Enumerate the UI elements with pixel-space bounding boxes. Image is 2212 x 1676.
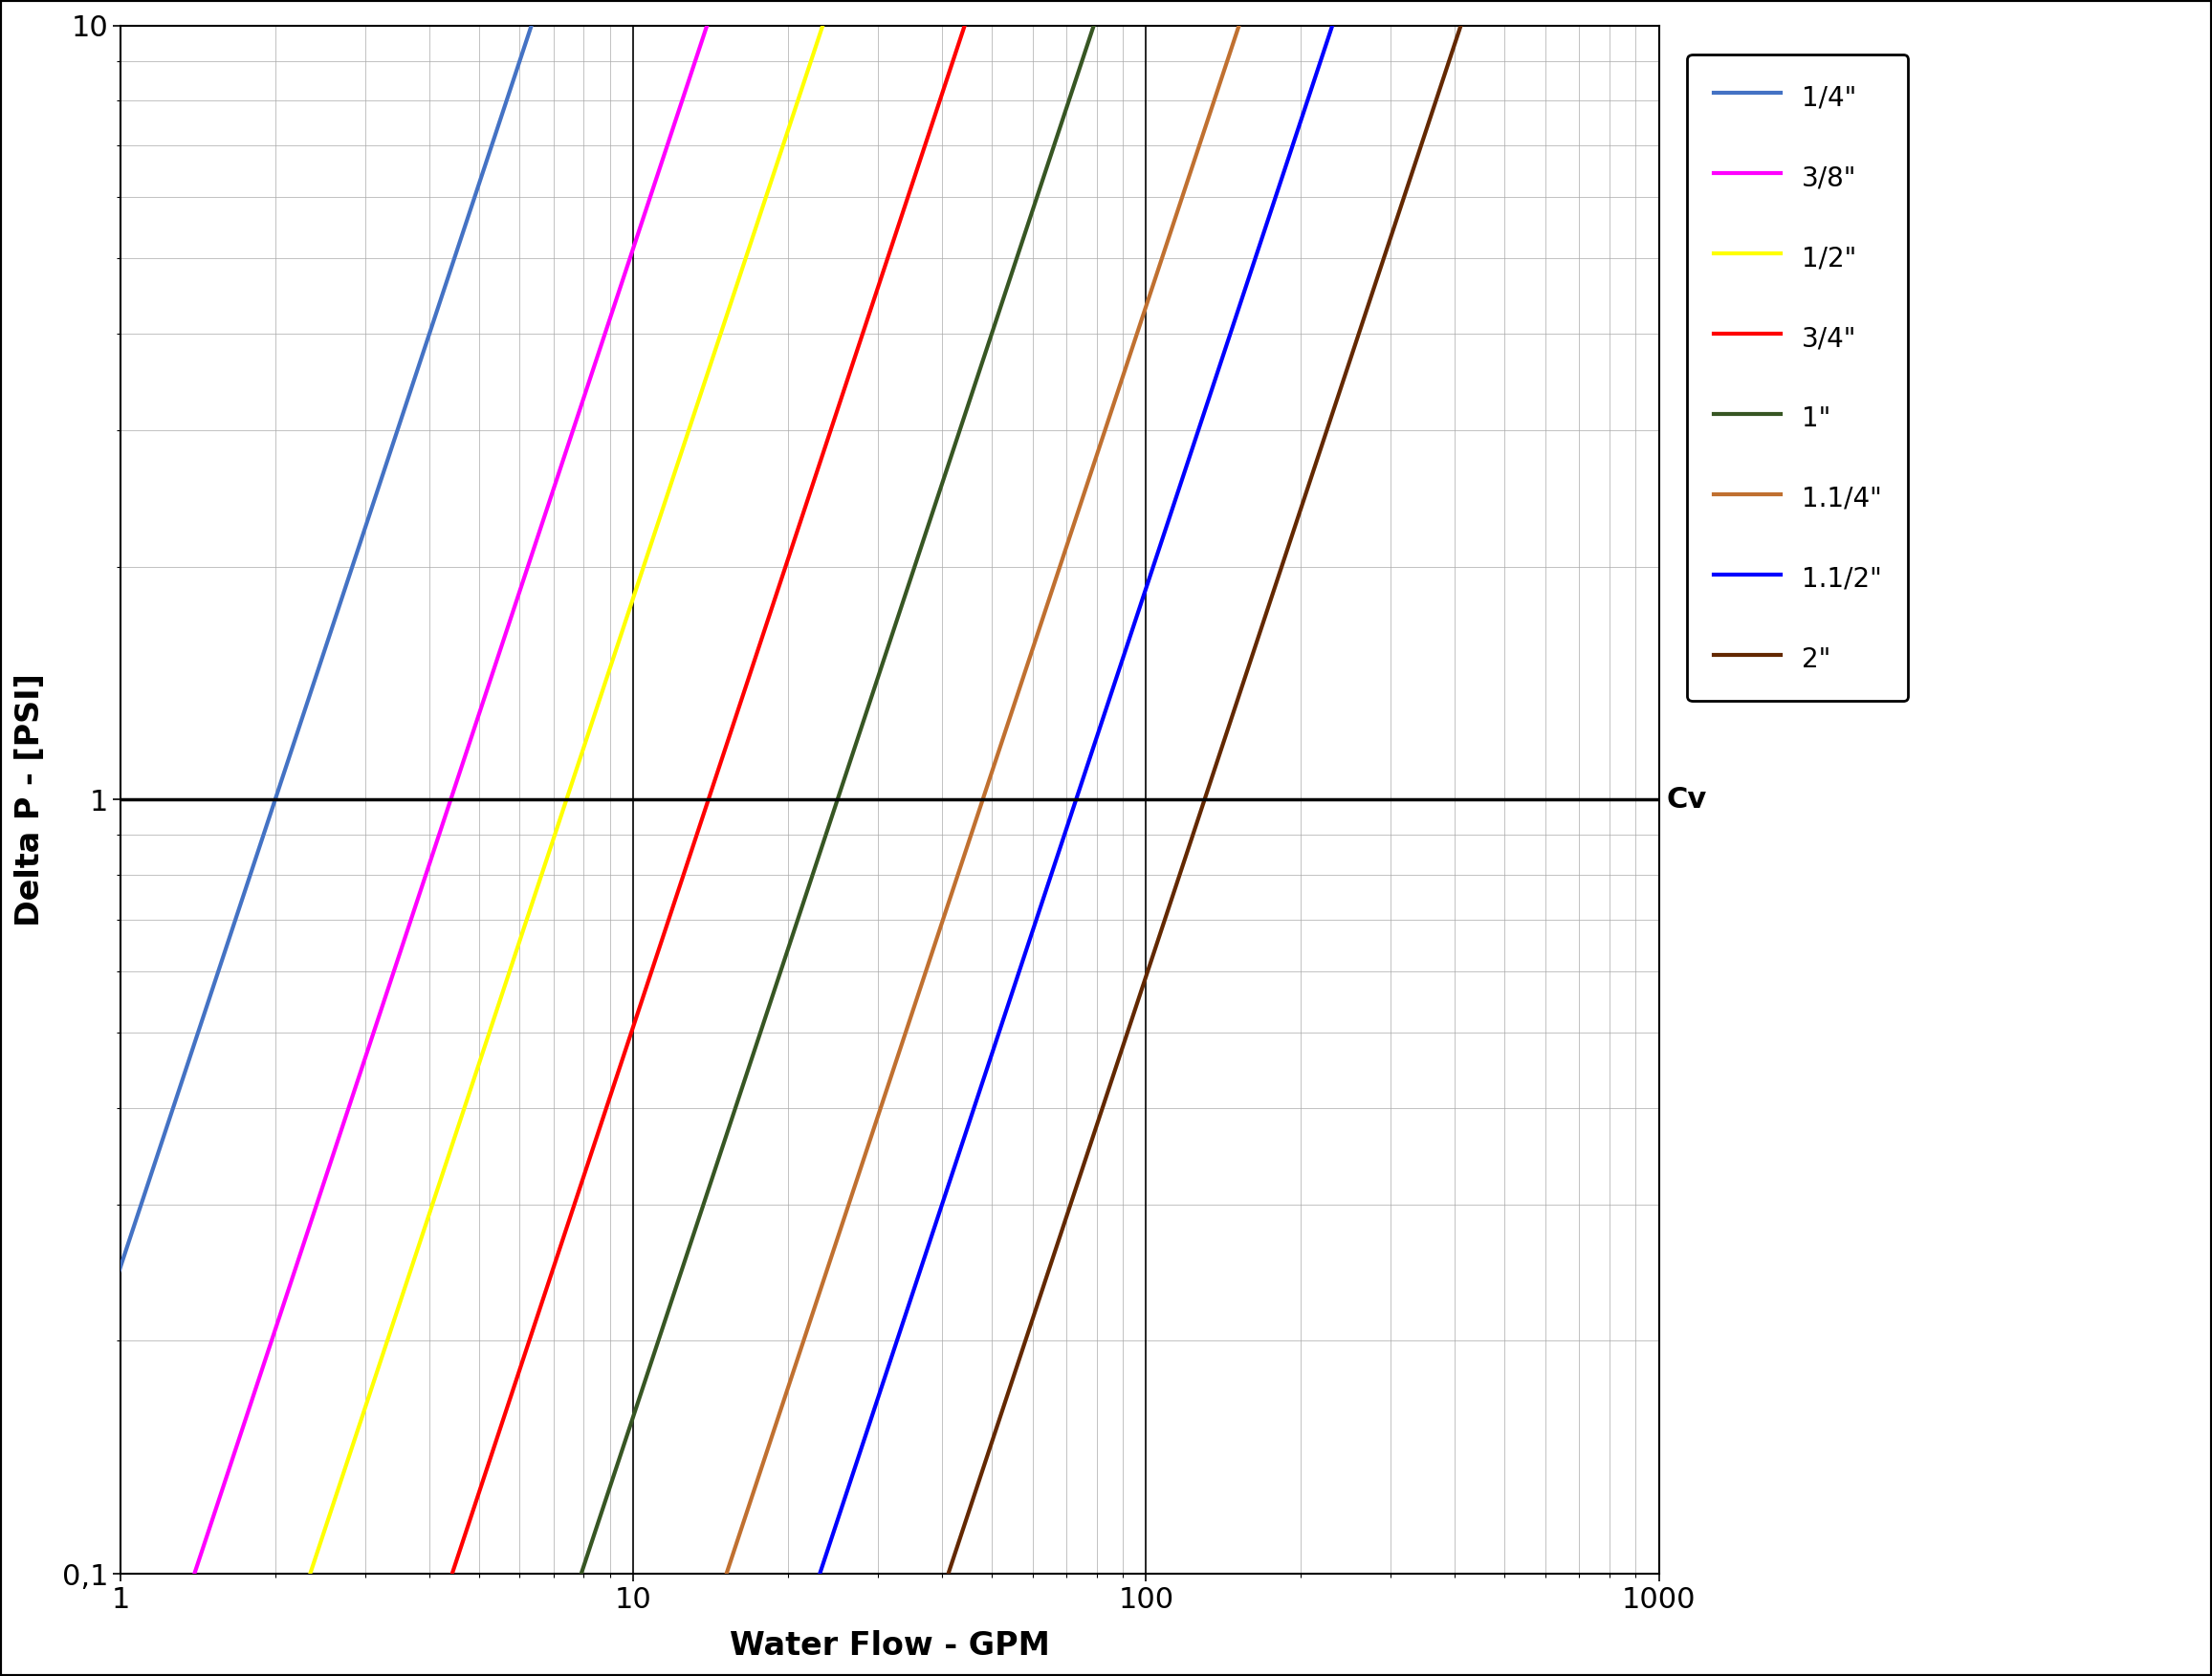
1" <box>564 1577 591 1597</box>
1/4" <box>529 0 555 5</box>
2" <box>1159 888 1186 908</box>
1.1/2" <box>1329 0 1356 7</box>
1.1/4" <box>1217 45 1243 65</box>
1/2" <box>706 328 732 349</box>
1" <box>557 1594 584 1614</box>
1.1/4" <box>701 1597 728 1617</box>
3/8" <box>703 0 730 5</box>
3/8" <box>294 1218 321 1239</box>
Line: 1": 1" <box>571 0 1104 1604</box>
1/2" <box>285 1597 312 1617</box>
3/4" <box>451 1523 478 1544</box>
Line: 3/8": 3/8" <box>184 0 717 1609</box>
3/4" <box>434 1579 460 1599</box>
1/2" <box>544 815 571 835</box>
Legend: 1/4", 3/8", 1/2", 3/4", 1", 1.1/4", 1.1/2", 2": 1/4", 3/8", 1/2", 3/4", 1", 1.1/4", 1.1/… <box>1688 54 1909 701</box>
1" <box>1091 0 1117 7</box>
1/2" <box>292 1580 319 1601</box>
3/8" <box>405 890 431 910</box>
1.1/2" <box>973 1059 1000 1079</box>
2" <box>1389 191 1416 211</box>
1.1/4" <box>936 888 962 908</box>
1" <box>978 327 1004 347</box>
1/4" <box>440 248 467 268</box>
1.1/2" <box>1217 327 1243 347</box>
3/4" <box>960 0 987 8</box>
1/4" <box>338 560 365 580</box>
3/4" <box>429 1596 456 1616</box>
2" <box>1458 0 1484 5</box>
1.1/2" <box>821 1522 847 1542</box>
Text: Cv: Cv <box>1668 786 1708 813</box>
1.1/4" <box>1024 627 1051 647</box>
1.1/4" <box>1237 0 1263 5</box>
3/4" <box>606 1059 633 1079</box>
2" <box>1048 1218 1075 1239</box>
3/4" <box>847 328 874 349</box>
1/4" <box>84 1326 111 1346</box>
3/8" <box>170 1599 197 1619</box>
Y-axis label: Delta P - [PSI]: Delta P - [PSI] <box>13 674 46 927</box>
3/4" <box>509 1356 535 1376</box>
1.1/2" <box>796 1596 823 1616</box>
Line: 1/2": 1/2" <box>299 0 832 1607</box>
1/4" <box>252 818 279 838</box>
1/2" <box>465 1061 491 1081</box>
1" <box>637 1354 664 1374</box>
1/4" <box>135 1175 161 1195</box>
1.1/2" <box>876 1354 902 1374</box>
Line: 1/4": 1/4" <box>97 0 542 1336</box>
1/2" <box>818 0 845 8</box>
Line: 3/4": 3/4" <box>442 0 973 1606</box>
1.1/4" <box>1168 191 1194 211</box>
1" <box>816 813 843 833</box>
2" <box>1438 45 1464 65</box>
1/2" <box>310 1523 336 1544</box>
3/8" <box>635 191 661 211</box>
2" <box>931 1575 958 1596</box>
1/4" <box>522 2 549 22</box>
2" <box>1245 627 1272 647</box>
Line: 2": 2" <box>938 0 1471 1607</box>
1" <box>582 1522 608 1542</box>
X-axis label: Water Flow - GPM: Water Flow - GPM <box>730 1631 1051 1661</box>
1/4" <box>411 337 438 357</box>
1.1/2" <box>1055 813 1082 833</box>
3/8" <box>491 627 518 647</box>
3/8" <box>177 1577 204 1597</box>
3/8" <box>684 47 710 67</box>
Line: 1.1/2": 1.1/2" <box>810 0 1343 1606</box>
2" <box>925 1597 951 1617</box>
3/4" <box>688 815 714 835</box>
1" <box>734 1059 761 1079</box>
Line: 1.1/4": 1.1/4" <box>714 0 1250 1607</box>
1/2" <box>365 1356 392 1376</box>
1.1/2" <box>801 1579 827 1599</box>
1.1/4" <box>827 1218 854 1239</box>
1.1/4" <box>710 1575 737 1596</box>
